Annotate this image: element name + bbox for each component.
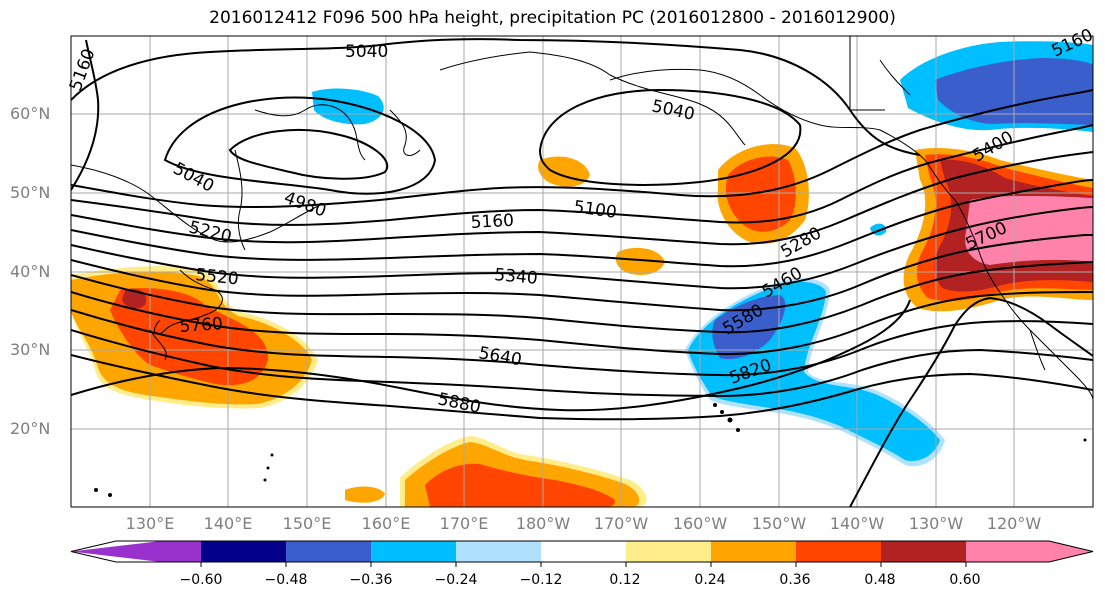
lon-label: 160°W — [672, 514, 728, 533]
contour-label: 5040 — [345, 42, 388, 62]
lon-label: 140°E — [203, 514, 253, 533]
colorbar-segment — [626, 541, 711, 562]
colorbar — [70, 540, 1094, 567]
map-title: 2016012412 F096 500 hPa height, precipit… — [209, 8, 896, 28]
colorbar-segment — [456, 541, 541, 562]
colorbar-tick-label: 0.36 — [779, 572, 811, 588]
lat-label: 40°N — [10, 262, 51, 281]
contour-label: 5340 — [494, 265, 539, 289]
map-plot-area — [71, 36, 1093, 507]
colorbar-tick-label: −0.48 — [264, 572, 308, 588]
colorbar-tick-label: 0.12 — [609, 572, 641, 588]
lon-label: 150°E — [282, 514, 332, 533]
lon-label: 130°E — [125, 514, 175, 533]
lat-label: 20°N — [10, 419, 51, 438]
lon-label: 170°E — [439, 514, 489, 533]
lon-label: 160°E — [361, 514, 411, 533]
colorbar-tick-label: 0.24 — [694, 572, 726, 588]
contour-label: 5760 — [179, 314, 224, 337]
colorbar-tick-label: −0.36 — [349, 572, 393, 588]
lat-label: 50°N — [10, 183, 51, 202]
height-contours — [71, 38, 1093, 507]
lon-label: 150°W — [751, 514, 807, 533]
lon-label: 130°W — [908, 514, 964, 533]
lon-label: 180°W — [515, 514, 571, 533]
contour-label: 5160 — [470, 211, 514, 233]
colorbar-segment — [371, 541, 456, 562]
lon-label: 140°W — [829, 514, 885, 533]
precip-negative-shading — [312, 41, 1093, 467]
contour-label: 5520 — [194, 265, 239, 289]
lat-label: 30°N — [10, 340, 51, 359]
lat-label: 60°N — [10, 104, 51, 123]
lon-label: 120°W — [986, 514, 1042, 533]
colorbar-tick-label: 0.60 — [949, 572, 981, 588]
colorbar-segment — [881, 541, 966, 562]
colorbar-segment — [711, 541, 796, 562]
colorbar-tick-label: 0.48 — [864, 572, 896, 588]
colorbar-tick-label: −0.24 — [434, 572, 478, 588]
colorbar-segment — [796, 541, 881, 562]
plot-frame — [70, 35, 1094, 508]
colorbar-segment — [286, 541, 371, 562]
colorbar-outline — [70, 540, 1094, 563]
lon-label: 170°W — [593, 514, 649, 533]
colorbar-segment — [201, 541, 286, 562]
islands — [94, 403, 1087, 497]
colorbar-segment — [71, 541, 201, 562]
colorbar-segment — [966, 541, 1093, 562]
colorbar-segment — [541, 541, 626, 562]
colorbar-tick-label: −0.12 — [519, 572, 563, 588]
colorbar-tick-label: −0.60 — [179, 572, 223, 588]
